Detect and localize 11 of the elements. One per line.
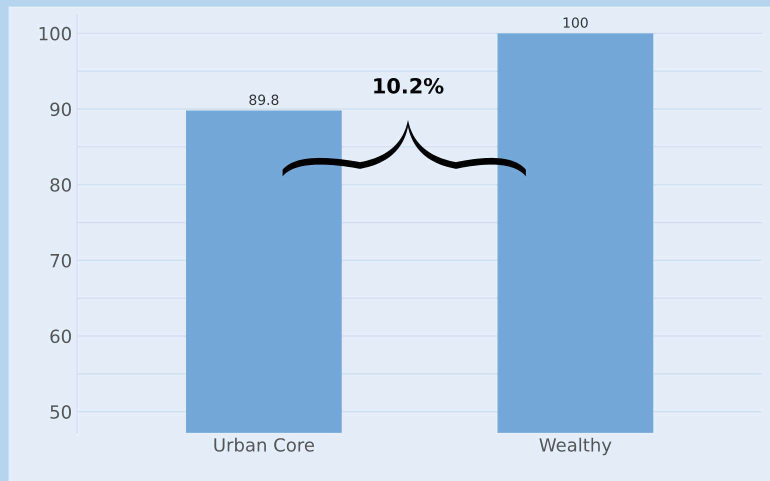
x-tick-label: Urban Core [214, 438, 314, 452]
annotation: 10.2% [374, 78, 444, 94]
data-label: 89.8 [249, 94, 278, 106]
y-tick-label: 90 [50, 102, 71, 116]
y-tick-label: 100 [40, 26, 71, 40]
x-tick-label: Wealthy [539, 438, 612, 456]
y-tick-label: 70 [50, 254, 71, 268]
y-tick-label: 80 [50, 178, 71, 192]
data-label: 100 [564, 17, 588, 28]
y-tick-label: 50 [50, 405, 71, 419]
y-tick-label: 60 [50, 330, 71, 344]
